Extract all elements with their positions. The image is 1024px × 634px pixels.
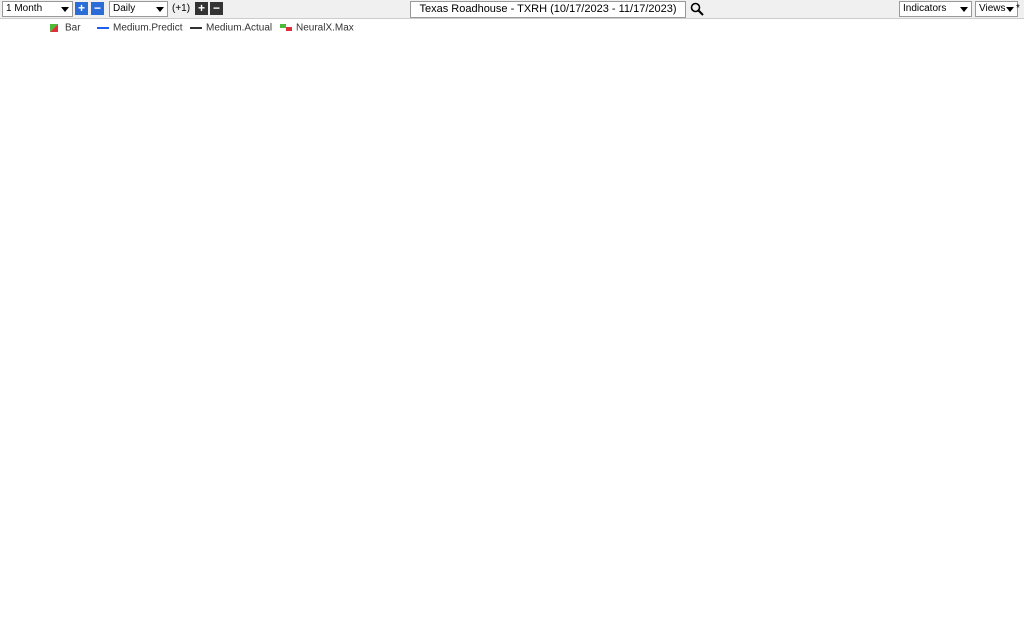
legend-icon (50, 24, 58, 32)
menu-star[interactable]: * (1016, 3, 1020, 14)
legend-icon (280, 24, 286, 28)
interval-select[interactable]: Daily (109, 1, 168, 17)
offset-minus[interactable]: − (210, 2, 223, 15)
legend-label: Bar (65, 23, 81, 34)
offset-plus[interactable]: + (195, 2, 208, 15)
zoom-out[interactable]: − (91, 2, 104, 15)
search-icon[interactable]: 112.00109.50107.00104.50102.0099.5097.00… (690, 2, 704, 16)
offset-label: (+1) (172, 3, 191, 14)
toolbar: 1 Month + − Daily (+1) + − Texas Roadhou… (0, 0, 1024, 19)
period-select[interactable]: 1 Month (2, 1, 73, 17)
views-select[interactable]: Views (975, 1, 1018, 17)
chart-title: Texas Roadhouse - TXRH (10/17/2023 - 11/… (410, 1, 686, 18)
zoom-in[interactable]: + (75, 2, 88, 15)
legend: Bar Medium.Predict Medium.Actual NeuralX.Ma… (50, 23, 354, 34)
legend-icon (286, 27, 292, 31)
legend-label: Medium.Predict (113, 23, 183, 34)
indicators-select[interactable]: Indicators (899, 1, 972, 17)
legend-label: Medium.Actual (206, 23, 272, 34)
legend-label: NeuralX.Max (296, 23, 354, 34)
